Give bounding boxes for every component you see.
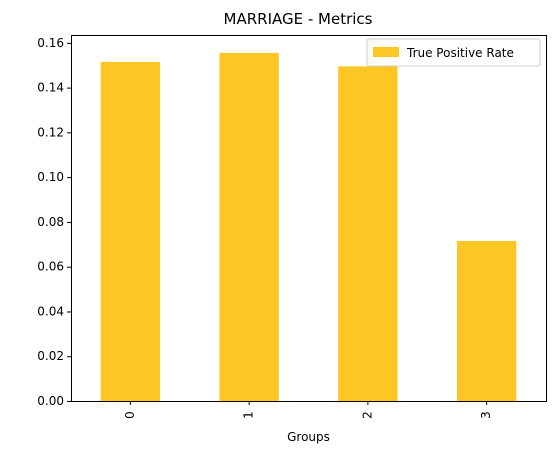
chart-title: MARRIAGE - Metrics xyxy=(224,10,373,28)
x-tick-label: 1 xyxy=(242,411,256,419)
bar-1 xyxy=(219,52,279,401)
y-tick-label: 0.08 xyxy=(37,215,64,229)
x-tick-label: 3 xyxy=(479,411,493,419)
y-tick-label: 0.16 xyxy=(37,36,64,50)
y-tick-label: 0.06 xyxy=(37,260,64,274)
bar-0 xyxy=(100,61,161,401)
y-tick-label: 0.14 xyxy=(37,81,64,95)
y-tick-label: 0.00 xyxy=(37,394,64,408)
y-tick-label: 0.04 xyxy=(37,304,64,318)
y-tick-label: 0.10 xyxy=(37,170,64,184)
legend: True Positive Rate xyxy=(366,38,541,67)
bar-3 xyxy=(456,240,517,401)
x-tick-label: 2 xyxy=(360,411,374,419)
y-tick-label: 0.02 xyxy=(37,349,64,363)
plot-frame xyxy=(71,35,547,402)
x-tick-label: 0 xyxy=(123,411,137,419)
x-axis-label: Groups xyxy=(287,430,330,444)
legend-box xyxy=(366,38,541,67)
x-axis: 0 1 2 3 xyxy=(123,401,493,419)
bars-group xyxy=(100,52,517,401)
bar-2 xyxy=(338,66,398,401)
y-axis: 0.00 0.02 0.04 0.06 0.08 0.10 0.12 0.14 0.16 xyxy=(37,36,71,408)
legend-label: True Positive Rate xyxy=(406,46,514,60)
y-tick-label: 0.12 xyxy=(37,125,64,139)
legend-swatch xyxy=(373,47,399,57)
